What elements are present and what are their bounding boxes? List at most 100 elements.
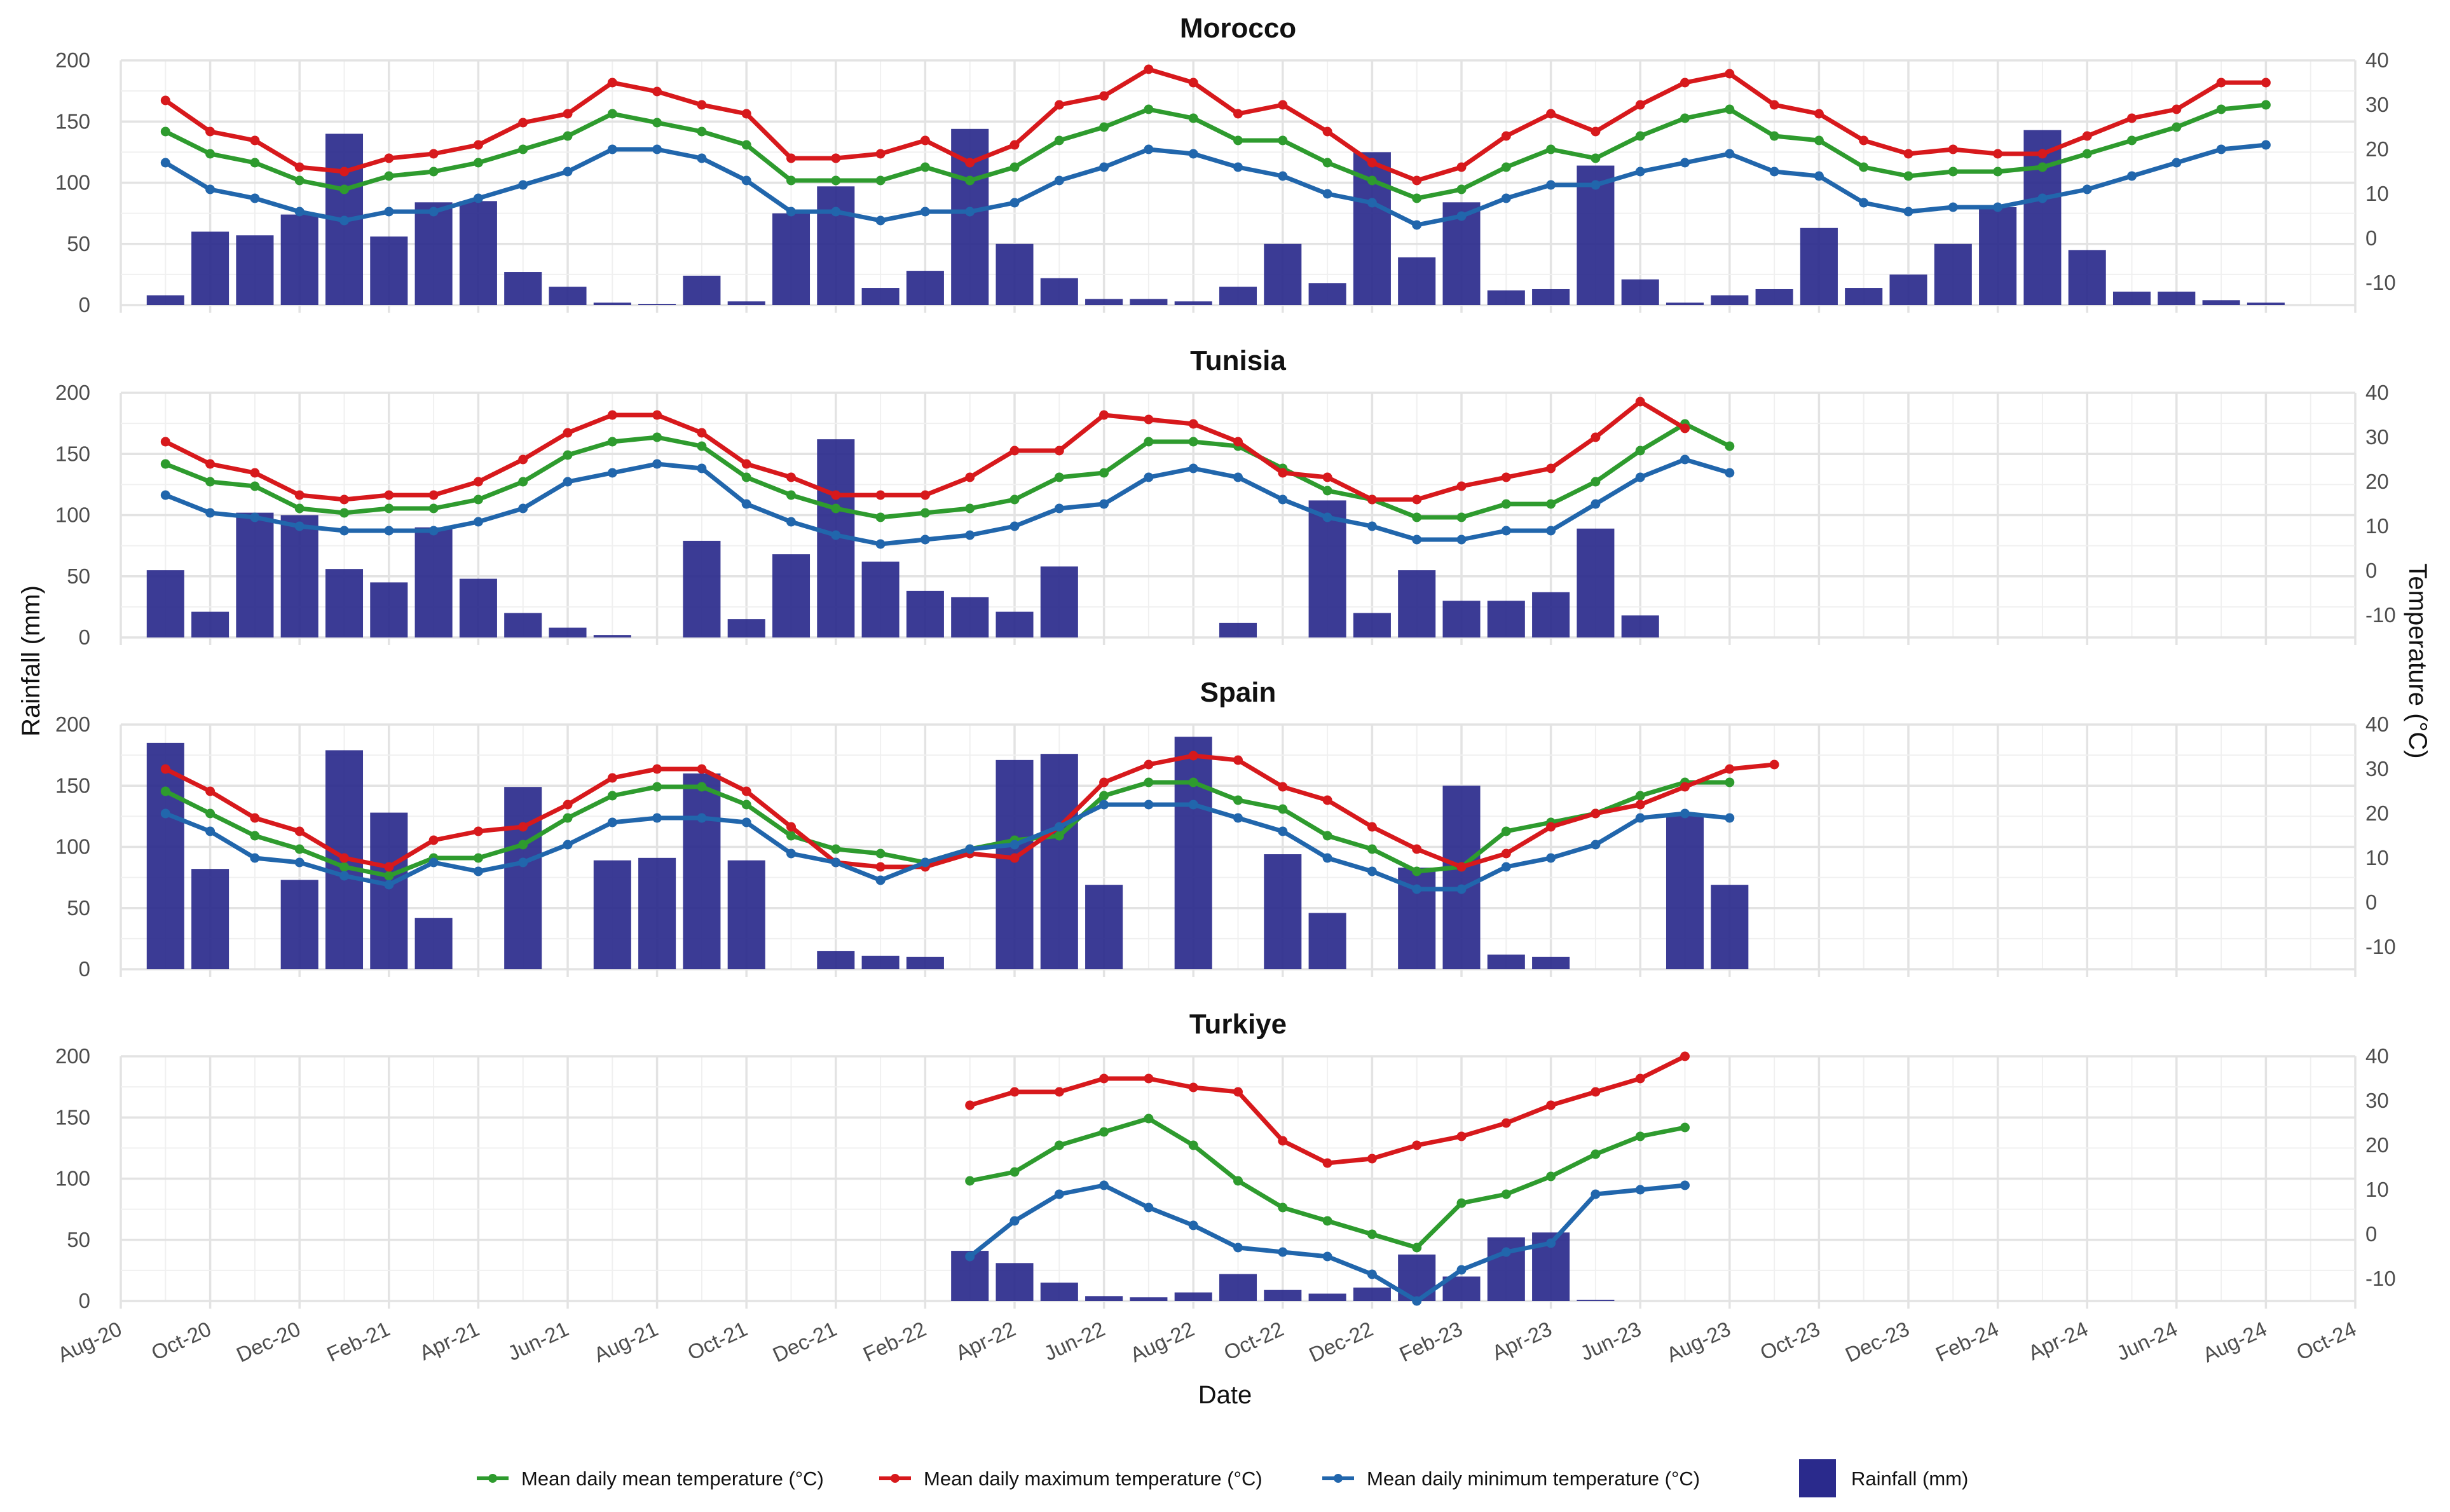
min-temp-point	[1769, 167, 1779, 177]
mean-temp-point	[1322, 486, 1332, 496]
mean-temp-point	[875, 848, 886, 859]
mean-temp-point	[1009, 494, 1020, 505]
mean-temp-point	[697, 782, 707, 792]
mean-temp-point	[1009, 1167, 1020, 1177]
min-temp-point	[428, 526, 439, 536]
min-temp-point	[1144, 800, 1154, 810]
max-temp-point	[1278, 1136, 1288, 1146]
legend-swatch-bar	[1799, 1459, 1836, 1497]
max-temp-point	[1188, 419, 1198, 429]
mean-temp-point	[1456, 512, 1467, 522]
min-temp-point	[1278, 494, 1288, 505]
y-left-tick-label: 100	[55, 835, 90, 859]
min-temp-point	[1859, 198, 1869, 208]
mean-temp-point	[205, 149, 216, 159]
mean-temp-point	[741, 472, 751, 482]
min-temp-point	[1412, 220, 1422, 230]
rainfall-bar	[1487, 1237, 1525, 1301]
mean-temp-point	[2127, 135, 2137, 146]
x-tick-label: Oct-23	[1756, 1317, 1823, 1365]
rainfall-bar	[996, 611, 1034, 637]
mean-temp-point	[1054, 831, 1064, 841]
max-temp-point	[384, 153, 394, 163]
max-temp-point	[697, 764, 707, 774]
rainfall-bar	[1353, 613, 1391, 637]
min-temp-point	[384, 880, 394, 890]
min-temp-point	[1456, 884, 1467, 894]
mean-temp-line	[164, 102, 2266, 201]
x-tick-label: Dec-21	[769, 1317, 840, 1366]
y-left-tick-label: 100	[55, 1167, 90, 1190]
max-temp-series	[160, 64, 2271, 186]
rainfall-bar	[1264, 243, 1302, 305]
legend-item-min: Mean daily minimum temperature (°C)	[1322, 1468, 1700, 1490]
min-temp-point	[1591, 180, 1601, 190]
min-temp-point	[1501, 193, 1511, 203]
mean-temp-line	[165, 421, 1731, 520]
y-left-tick-label: 0	[79, 293, 90, 317]
mean-temp-point	[652, 782, 662, 792]
min-temp-point	[160, 158, 170, 168]
rainfall-bar	[191, 231, 229, 305]
y-left-tick-label: 150	[55, 1105, 90, 1129]
y-right-tick-label: 10	[2365, 182, 2389, 205]
max-temp-point	[473, 826, 483, 836]
min-temp-point	[1144, 472, 1154, 482]
mean-temp-point	[1591, 153, 1601, 163]
max-temp-point	[1054, 446, 1064, 456]
min-temp-point	[1099, 1180, 1109, 1190]
max-temp-point	[1367, 158, 1377, 168]
min-temp-point	[1009, 840, 1020, 850]
rainfall-bar	[280, 214, 318, 305]
mean-temp-point	[697, 126, 707, 137]
min-temp-point	[1322, 189, 1332, 199]
mean-temp-point	[1859, 162, 1869, 172]
min-temp-point	[1501, 526, 1511, 536]
mean-temp-point	[1367, 1229, 1377, 1239]
y-right-tick-label: 10	[2365, 846, 2389, 869]
y-right-tick-label: 40	[2365, 1044, 2389, 1068]
y-right-tick-label: 0	[2365, 559, 2377, 582]
max-temp-point	[1501, 131, 1511, 141]
rainfall-bar	[1040, 1283, 1078, 1301]
x-axis-title: Date	[1198, 1381, 1252, 1409]
min-temp-point	[1591, 840, 1601, 850]
max-temp-point	[1859, 135, 1869, 146]
rainfall-bar	[1621, 279, 1659, 305]
panel-title: Spain	[1200, 677, 1276, 708]
max-temp-point	[1456, 1131, 1467, 1141]
panel-title: Morocco	[1180, 13, 1296, 44]
mean-temp-point	[1144, 104, 1154, 114]
rainfall-bar	[504, 272, 542, 305]
mean-temp-point	[1412, 193, 1422, 203]
min-temp-point	[1635, 1185, 1645, 1195]
min-temp-point	[294, 207, 305, 217]
min-temp-point	[2037, 193, 2048, 203]
max-temp-point	[518, 822, 528, 832]
rainfall-bar	[1219, 287, 1257, 305]
rainfall-bar	[1308, 913, 1346, 969]
max-temp-point	[1456, 162, 1467, 172]
max-temp-point	[741, 786, 751, 796]
max-temp-point	[1501, 1118, 1511, 1128]
rainfall-bar	[996, 243, 1034, 305]
rainfall-bar	[683, 773, 721, 969]
mean-temp-point	[339, 184, 349, 194]
rainfall-bar	[1532, 289, 1570, 305]
min-temp-point	[1278, 826, 1288, 836]
min-temp-point	[1680, 1180, 1690, 1190]
rainfall-bar	[2112, 291, 2151, 305]
x-tick-label: Oct-24	[2293, 1317, 2360, 1365]
min-temp-point	[1233, 1243, 1243, 1253]
rainfall-bars	[146, 439, 1659, 637]
mean-temp-point	[1278, 135, 1288, 146]
legend-label: Mean daily mean temperature (°C)	[521, 1468, 824, 1490]
x-tick-label: Dec-22	[1305, 1317, 1376, 1366]
max-temp-point	[250, 813, 260, 823]
min-temp-point	[875, 539, 886, 549]
y-left-tick-label: 150	[55, 442, 90, 465]
mean-temp-point	[1546, 144, 1556, 154]
x-tick-label: Jun-24	[2113, 1317, 2181, 1365]
min-temp-point	[1412, 1296, 1422, 1306]
rainfall-bar	[1085, 885, 1123, 969]
